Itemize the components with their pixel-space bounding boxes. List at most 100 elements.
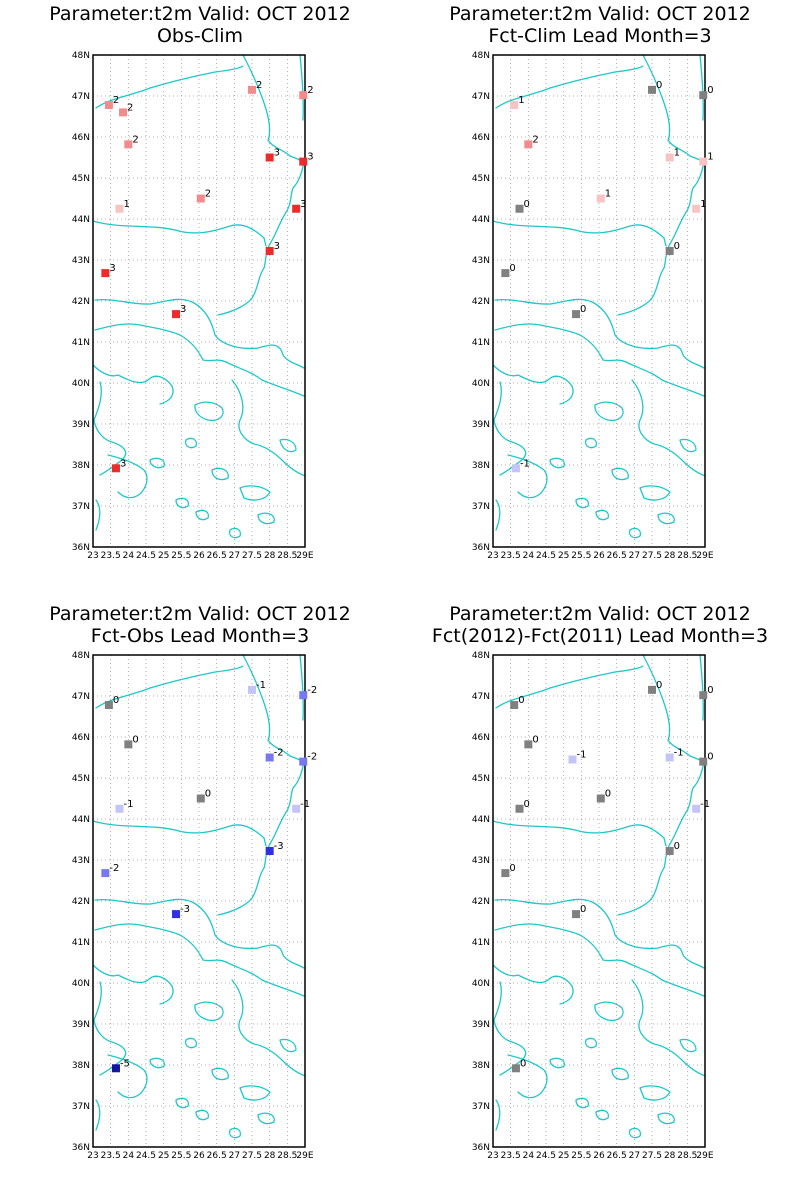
latitude-tick-labels: 48N 47N 46N 45N 44N 43N 42N 41N 40N 39N 38N 37N 36N <box>472 651 490 1153</box>
map-frame <box>92 54 306 548</box>
latitude-tick-label: 36N <box>472 1143 490 1153</box>
station-value-label: 2 <box>532 134 538 145</box>
panel-subtitle: Fct(2012)-Fct(2011) Lead Month=3 <box>432 625 768 647</box>
latitude-tick-label: 39N <box>472 420 490 430</box>
longitude-tick-label: 25.5 <box>171 551 191 561</box>
latitude-tick-labels: 48N 47N 46N 45N 44N 43N 42N 41N 40N 39N 38N 37N 36N <box>72 51 90 553</box>
station-value-label: 0 <box>656 80 662 91</box>
map-plot-area: 48N47N46N45N44N43N42N41N40N39N38N37N36N … <box>72 51 314 561</box>
station-value-label: -1 <box>577 750 587 761</box>
station-marker <box>292 804 301 813</box>
station-marker <box>299 757 308 766</box>
station-value-label: 0 <box>509 263 515 274</box>
longitude-tick-label: 25 <box>158 1151 169 1161</box>
longitude-tick-label: 26.5 <box>207 551 227 561</box>
station-marker <box>692 804 701 813</box>
latitude-tick-label: 44N <box>472 815 490 825</box>
longitude-tick-label: 28 <box>664 551 676 561</box>
station-value-label: 0 <box>707 685 713 696</box>
station-value-label: 1 <box>518 95 524 106</box>
latitude-tick-label: 40N <box>472 979 490 989</box>
longitude-tick-label: 23.5 <box>501 551 521 561</box>
latitude-tick-label: 43N <box>72 856 90 866</box>
station-value-label: 2 <box>256 80 262 91</box>
station-marker <box>699 91 708 100</box>
station-value-label: 2 <box>132 134 138 145</box>
station-marker <box>692 204 701 213</box>
longitude-tick-label: 26.5 <box>207 1151 227 1161</box>
grid-lines <box>93 55 305 547</box>
station-marker <box>524 140 533 149</box>
latitude-tick-label: 40N <box>72 979 90 989</box>
longitude-tick-labels: 23 23.5 24 24.5 25 25.5 26 26.5 27 27.5 28 28.5 29E <box>487 1151 714 1161</box>
latitude-tick-label: 40N <box>72 379 90 389</box>
station-marker <box>665 153 674 162</box>
longitude-tick-labels: 23 23.5 24 24.5 25 25.5 26 26.5 27 27.5 28 28.5 29E <box>87 1151 314 1161</box>
latitude-tick-label: 48N <box>472 651 490 661</box>
longitude-tick-label: 26 <box>193 1151 205 1161</box>
station-marker <box>124 740 133 749</box>
map-plot-area: 48N47N46N45N44N43N42N41N40N39N38N37N36N … <box>472 51 714 561</box>
longitude-tick-label: 26 <box>593 1151 605 1161</box>
longitude-tick-label: 25 <box>558 1151 569 1161</box>
station-value-label: 3 <box>274 241 280 252</box>
longitude-tick-label: 23 <box>487 1151 498 1161</box>
latitude-tick-label: 36N <box>472 543 490 553</box>
station-marker <box>699 691 708 700</box>
longitude-tick-label: 28.5 <box>277 1151 297 1161</box>
station-marker <box>665 846 674 855</box>
station-marker <box>299 157 308 166</box>
longitude-tick-label: 24.5 <box>536 551 556 561</box>
panel-fct-obs: Parameter:t2m Valid: OCT 2012 Fct-Obs Le… <box>49 603 350 1161</box>
station-value-label: -2 <box>307 752 317 763</box>
station-marker <box>568 755 577 764</box>
latitude-tick-label: 38N <box>72 1061 90 1071</box>
station-marker <box>511 464 520 473</box>
latitude-tick-label: 36N <box>72 543 90 553</box>
latitude-tick-label: 45N <box>472 774 490 784</box>
latitude-tick-label: 42N <box>472 897 490 907</box>
latitude-tick-label: 44N <box>472 215 490 225</box>
station-marker <box>665 246 674 255</box>
station-value-label: 1 <box>700 199 706 210</box>
longitude-tick-label: 24 <box>523 1151 535 1161</box>
station-marker <box>265 153 274 162</box>
station-marker <box>596 794 605 803</box>
latitude-tick-label: 42N <box>72 897 90 907</box>
latitude-tick-label: 37N <box>72 502 90 512</box>
panel-title: Parameter:t2m Valid: OCT 2012 <box>49 3 350 25</box>
latitude-tick-label: 39N <box>72 420 90 430</box>
longitude-tick-label: 28 <box>664 1151 676 1161</box>
station-markers: 1 2 0 1 0 0 1 1 1 0 0 0 -1 <box>501 80 714 473</box>
station-value-label: 0 <box>674 241 680 252</box>
latitude-tick-label: 43N <box>472 856 490 866</box>
station-marker <box>292 204 301 213</box>
longitude-tick-labels: 23 23.5 24 24.5 25 25.5 26 26.5 27 27.5 28 28.5 29E <box>87 551 314 561</box>
latitude-tick-label: 37N <box>472 1102 490 1112</box>
station-value-label: -3 <box>180 904 190 915</box>
longitude-tick-label: 24.5 <box>136 1151 156 1161</box>
station-value-label: 1 <box>605 189 611 200</box>
station-value-label: 0 <box>674 841 680 852</box>
station-marker <box>648 85 656 94</box>
station-marker <box>265 846 274 855</box>
latitude-tick-label: 48N <box>72 651 90 661</box>
station-value-label: 3 <box>180 304 186 315</box>
latitude-tick-label: 44N <box>72 215 90 225</box>
station-value-label: -2 <box>274 748 284 759</box>
station-marker <box>510 101 519 110</box>
station-value-label: 1 <box>124 199 130 210</box>
station-marker <box>501 869 510 878</box>
station-marker <box>572 910 581 919</box>
map-frame <box>92 654 306 1148</box>
station-marker <box>515 804 524 813</box>
longitude-tick-label: 28.5 <box>677 551 697 561</box>
map-plot-area: 48N47N46N45N44N43N42N41N40N39N38N37N36N … <box>472 651 714 1161</box>
longitude-tick-label: 25.5 <box>571 1151 591 1161</box>
latitude-tick-label: 47N <box>72 692 90 702</box>
longitude-tick-label: 25 <box>558 551 569 561</box>
station-marker <box>196 794 205 803</box>
station-marker <box>511 1064 520 1073</box>
station-marker <box>510 701 519 710</box>
